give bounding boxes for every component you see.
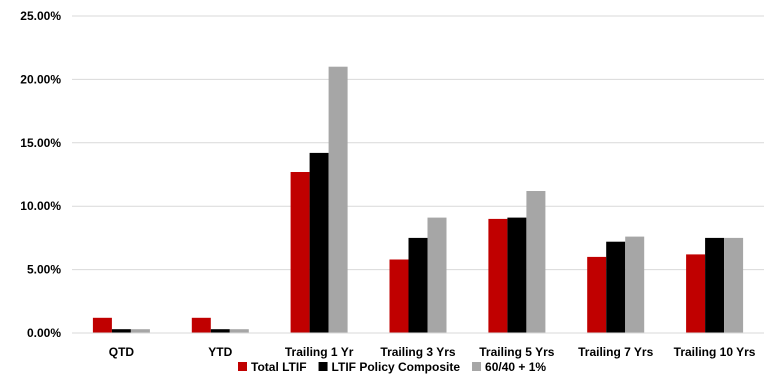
gridlines xyxy=(72,15,764,271)
bar-1-3 xyxy=(408,237,428,333)
bar-1-6 xyxy=(705,237,725,333)
y-tick-label: 20.00% xyxy=(20,72,61,86)
legend-label: LTIF Policy Composite xyxy=(332,360,461,374)
x-tick-label: Trailing 7 Yrs xyxy=(578,345,653,359)
bar-0-1 xyxy=(191,317,211,333)
x-tick-label: Trailing 1 Yr xyxy=(285,345,354,359)
x-tick-label: Trailing 10 Yrs xyxy=(674,345,756,359)
y-tick-label: 15.00% xyxy=(20,136,61,150)
bar-0-6 xyxy=(686,254,706,333)
bar-0-0 xyxy=(92,317,112,333)
bar-0-2 xyxy=(290,172,310,333)
bar-2-4 xyxy=(526,191,546,333)
y-tick-label: 5.00% xyxy=(27,263,61,277)
bar-0-4 xyxy=(488,218,508,333)
legend-swatch xyxy=(472,362,482,371)
bar-2-6 xyxy=(724,237,744,333)
x-tick-label: Trailing 3 Yrs xyxy=(380,345,455,359)
y-tick-label: 0.00% xyxy=(27,326,61,340)
bar-2-3 xyxy=(427,217,447,333)
bar-1-5 xyxy=(606,241,626,333)
bar-1-0 xyxy=(111,329,131,333)
y-axis-ticks: 0.00% 5.00% 10.00% 15.00% 20.00% 25.00% xyxy=(20,9,61,340)
legend-label: 60/40 + 1% xyxy=(485,360,546,374)
legend-label: Total LTIF xyxy=(251,360,307,374)
bar-2-2 xyxy=(328,66,348,333)
x-tick-label: YTD xyxy=(208,345,232,359)
y-tick-label: 10.00% xyxy=(20,199,61,213)
bar-0-3 xyxy=(389,259,409,333)
bar-0-5 xyxy=(587,256,607,333)
bar-2-1 xyxy=(229,329,249,333)
y-tick-label: 25.00% xyxy=(20,9,61,23)
bar-2-5 xyxy=(625,236,645,333)
legend: Total LTIF LTIF Policy Composite 60/40 + 1… xyxy=(238,360,546,374)
bar-1-4 xyxy=(507,217,527,333)
legend-swatch xyxy=(238,362,247,371)
x-tick-label: QTD xyxy=(109,345,135,359)
bars xyxy=(92,66,744,333)
legend-swatch xyxy=(318,362,328,371)
x-axis-ticks: QTD YTD Trailing 1 Yr Trailing 3 Yrs Trailin… xyxy=(109,345,756,359)
x-tick-label: Trailing 5 Yrs xyxy=(479,345,554,359)
bar-2-0 xyxy=(130,329,150,333)
bar-1-1 xyxy=(210,329,230,333)
bar-1-2 xyxy=(309,152,329,333)
